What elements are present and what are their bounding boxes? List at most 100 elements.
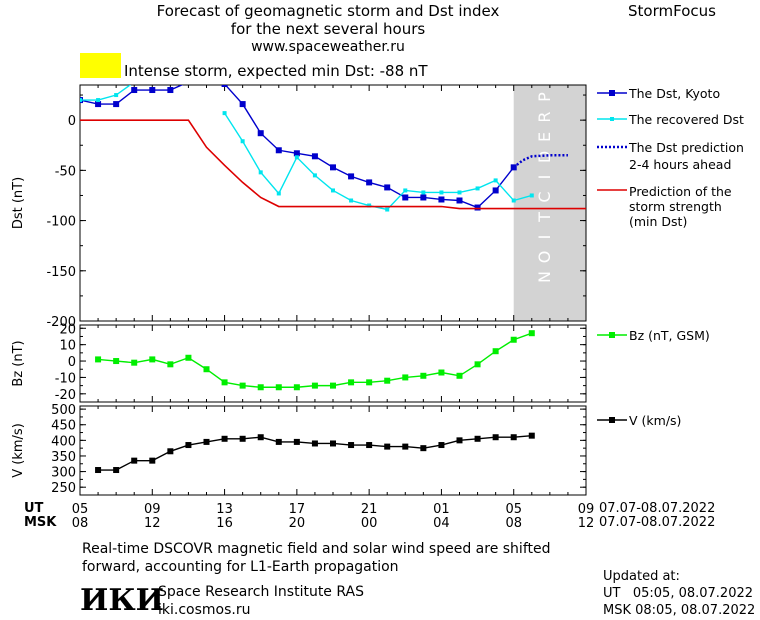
v-point — [366, 442, 373, 449]
dst-kyoto-point — [474, 204, 481, 211]
prediction-label-letter: O — [535, 249, 554, 264]
v-point — [293, 438, 300, 445]
v-point — [275, 438, 282, 445]
bz-point — [275, 384, 282, 391]
legend-prediction-line2: 2-4 hours ahead — [629, 157, 732, 172]
recovered-dst-line — [80, 85, 132, 101]
v-point — [420, 445, 427, 452]
dst-kyoto-line — [98, 332, 533, 388]
storm-status-text: Intense storm, expected min Dst: -88 nT — [124, 62, 428, 80]
v-point — [311, 440, 318, 447]
ut-tick-label: 13 — [216, 502, 233, 517]
recovered-dst-point — [294, 155, 299, 160]
ut-tick-label: 01 — [433, 502, 450, 517]
y-tick-label: 500 — [51, 403, 76, 418]
msk-tick-label: 00 — [361, 516, 378, 531]
dst-kyoto-point — [257, 130, 264, 137]
y-tick-label: 450 — [51, 419, 76, 434]
bz-panel: 20 100-10 -20 Bz (nT) — [11, 322, 627, 403]
y-tick-label: 300 — [51, 466, 76, 481]
legend-swatch-marker — [609, 332, 615, 338]
y-tick-label: 0 — [68, 355, 76, 370]
y-tick-label: -50 — [55, 164, 76, 179]
website-link[interactable]: www.spaceweather.ru — [251, 39, 405, 55]
panel-frame — [79, 324, 587, 403]
msk-tick-label: 12 — [144, 516, 161, 531]
bz-point — [167, 361, 174, 368]
dst-kyoto-point — [149, 87, 156, 94]
legend-prediction-line1: The Dst prediction — [629, 140, 744, 155]
recovered-dst-point — [493, 178, 498, 183]
footer-note-line1: Real-time DSCOVR magnetic field and sola… — [82, 541, 551, 557]
prediction-region — [513, 85, 586, 321]
bz-point — [492, 348, 499, 355]
recovered-dst-point — [529, 193, 534, 198]
recovered-dst-point — [349, 198, 354, 203]
bz-point — [330, 382, 336, 389]
bz-point — [456, 372, 463, 379]
bz-point — [384, 377, 391, 384]
recovered-dst-point — [475, 186, 480, 191]
institute-site-link[interactable]: iki.cosmos.ru — [158, 602, 251, 618]
storm-status-indicator — [80, 53, 121, 78]
bz-point — [149, 356, 156, 363]
dst-kyoto-point — [438, 196, 445, 203]
recovered-dst-point — [132, 80, 136, 84]
recovered-dst-point — [276, 191, 281, 196]
bz-point — [185, 354, 192, 361]
bz-point — [438, 369, 445, 376]
msk-tick-label: 20 — [289, 516, 306, 531]
updated-label: Updated at: — [603, 569, 680, 584]
dst-kyoto-point — [167, 87, 174, 94]
y-tick-label: 250 — [51, 481, 76, 496]
v-point — [113, 467, 120, 474]
v-point — [492, 434, 499, 441]
legend-swatch-marker — [610, 117, 614, 121]
prediction-label-letter: T — [535, 210, 554, 223]
dst-kyoto-point — [402, 194, 409, 201]
dst-kyoto-point — [348, 173, 355, 180]
legend-dst-kyoto: The Dst, Kyoto — [629, 86, 721, 101]
bz-point — [366, 379, 373, 386]
dst-kyoto-point — [131, 87, 138, 94]
recovered-dst-point — [457, 190, 462, 195]
y-tick-label: -10 — [55, 371, 76, 386]
dst-kyoto-point — [311, 153, 318, 160]
dst-kyoto-line — [224, 85, 515, 209]
msk-label: MSK — [24, 515, 57, 530]
storm-strength-line — [80, 119, 586, 210]
bz-point — [95, 356, 102, 363]
ut-tick-label: 05 — [505, 502, 522, 517]
recovered-dst-point — [331, 188, 335, 193]
y-tick-label: -150 — [46, 265, 76, 280]
y-axis-label: Dst (nT) — [11, 177, 26, 229]
y-tick-label: 0 — [68, 114, 76, 129]
v-point — [474, 435, 481, 442]
recovered-dst-point — [80, 98, 82, 103]
bz-point — [474, 361, 481, 368]
prediction-label-letter: P — [535, 90, 554, 102]
prediction-label-letter: I — [535, 173, 554, 180]
bz-point — [113, 358, 120, 365]
iki-logo: ИКИ — [80, 583, 164, 618]
dst-kyoto-point — [95, 101, 102, 108]
recovered-dst-point — [96, 98, 101, 103]
dst-kyoto-point — [239, 101, 246, 108]
legend-swatch-marker — [609, 417, 615, 423]
v-point — [239, 435, 246, 442]
legend-strength-line2: storm strength — [629, 199, 722, 214]
legend-strength-line1: Prediction of the — [629, 184, 732, 199]
dst-kyoto-point — [293, 150, 300, 157]
y-tick-label: -200 — [46, 315, 76, 330]
institute-name: Space Research Institute RAS — [158, 584, 364, 600]
dst-kyoto-point — [275, 147, 282, 154]
v-point — [438, 442, 445, 449]
v-point — [257, 434, 264, 441]
legend-bz: Bz (nT, GSM) — [629, 328, 710, 343]
y-axis-label: Bz (nT) — [11, 340, 26, 386]
v-point — [528, 432, 535, 439]
y-tick-label: 400 — [51, 434, 76, 449]
legend-recovered-dst: The recovered Dst — [629, 112, 744, 127]
bz-point — [528, 330, 535, 337]
bz-point — [131, 359, 138, 366]
